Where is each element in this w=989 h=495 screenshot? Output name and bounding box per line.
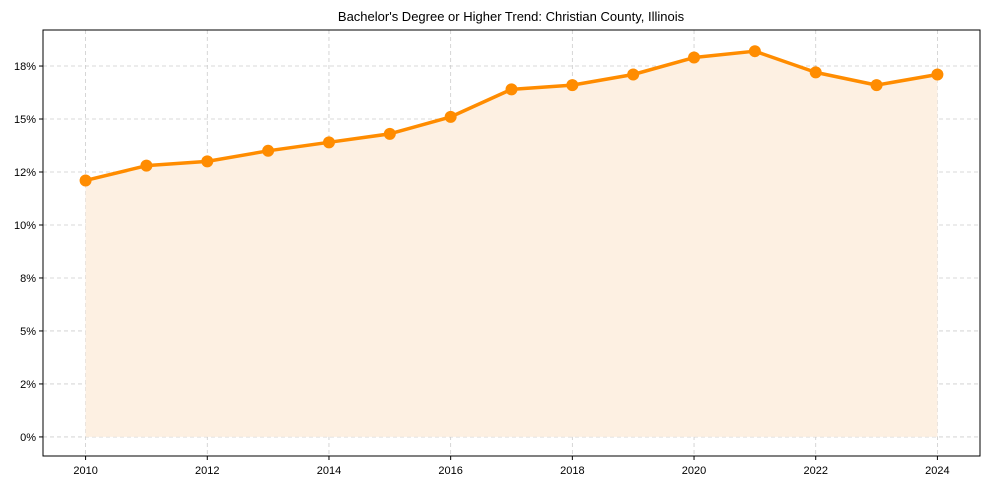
data-point-marker <box>140 159 153 172</box>
y-axis: 0% 2% 5% 8% 10% 12% 15% 18% <box>14 61 43 444</box>
x-axis: 2010 2012 2014 2016 2018 2020 2022 2024 <box>73 456 950 477</box>
data-point-marker <box>748 45 761 58</box>
data-point-marker <box>444 110 457 123</box>
chart-title: Bachelor's Degree or Higher Trend: Chris… <box>338 9 685 24</box>
x-tick-label: 2022 <box>803 465 827 477</box>
data-point-marker <box>262 144 275 157</box>
data-point-marker <box>201 155 214 168</box>
y-tick-label: 0% <box>20 432 36 444</box>
x-tick-label: 2010 <box>73 465 97 477</box>
y-tick-label: 10% <box>14 220 36 232</box>
x-tick-label: 2014 <box>317 465 341 477</box>
data-point-marker <box>383 127 396 140</box>
x-tick-label: 2024 <box>925 465 949 477</box>
data-point-marker <box>627 68 640 81</box>
x-tick-label: 2012 <box>195 465 219 477</box>
y-tick-label: 5% <box>20 326 36 338</box>
x-tick-label: 2020 <box>682 465 706 477</box>
plot-frame <box>42 29 981 457</box>
data-point-marker <box>79 174 92 187</box>
y-tick-label: 2% <box>20 379 36 391</box>
y-tick-label: 15% <box>14 114 36 126</box>
data-point-marker <box>931 68 944 81</box>
y-tick-label: 18% <box>14 61 36 73</box>
data-point-marker <box>688 51 701 64</box>
data-point-marker <box>505 83 518 96</box>
data-markers <box>79 45 944 187</box>
area-fill-path <box>85 51 938 437</box>
data-point-marker <box>870 79 883 92</box>
data-point-marker <box>322 136 335 149</box>
y-tick-label: 8% <box>20 273 36 285</box>
x-tick-label: 2016 <box>438 465 462 477</box>
data-point-marker <box>809 66 822 79</box>
data-point-marker <box>566 79 579 92</box>
area-fill <box>85 51 938 437</box>
y-tick-label: 12% <box>14 167 36 179</box>
x-tick-label: 2018 <box>560 465 584 477</box>
